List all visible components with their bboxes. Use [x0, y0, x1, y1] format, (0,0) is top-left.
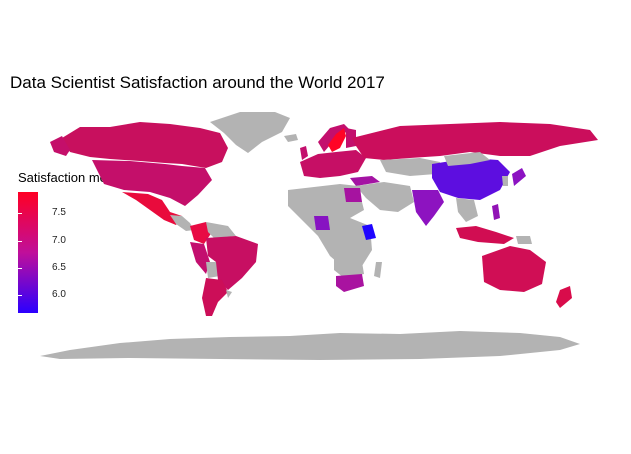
china [432, 158, 510, 200]
central-africa [300, 218, 372, 268]
alaska [50, 136, 70, 156]
antarctica [40, 331, 580, 360]
peru [190, 242, 210, 274]
new-zealand [556, 286, 572, 308]
legend-title: Satisfaction mean [18, 170, 122, 185]
iceland [284, 134, 298, 142]
southern-africa [334, 256, 364, 278]
greenland [210, 112, 290, 153]
europe [300, 150, 366, 178]
usa [92, 160, 212, 206]
uk [300, 146, 308, 160]
madagascar [374, 262, 382, 278]
kazakhstan [380, 158, 440, 176]
mongolia [444, 152, 490, 166]
nigeria [314, 216, 330, 230]
mexico [122, 192, 182, 225]
russia [352, 122, 598, 160]
uruguay [226, 290, 232, 298]
chart-title: Data Scientist Satisfaction around the W… [10, 73, 385, 92]
brazil [206, 236, 258, 290]
argentina [202, 278, 228, 316]
japan [512, 168, 526, 186]
korea [502, 176, 508, 186]
legend-tick-label: 6.0 [52, 289, 66, 300]
legend-tick-mark [18, 295, 22, 296]
legend: Satisfaction mean 7.5 7.0 6.5 6.0 [18, 170, 122, 313]
india [412, 190, 444, 226]
legend-tick-label: 6.5 [52, 262, 66, 273]
sweden [328, 128, 346, 152]
legend-tick-label: 7.5 [52, 207, 66, 218]
legend-tick-mark [18, 268, 22, 269]
indonesia [456, 226, 514, 244]
papua-new-guinea [516, 236, 532, 244]
egypt [344, 188, 362, 202]
southeast-asia [456, 198, 478, 222]
central-america [170, 215, 194, 231]
kenya [362, 224, 376, 240]
canada [62, 122, 228, 168]
philippines [492, 204, 500, 220]
south-africa [336, 274, 364, 292]
australia [482, 246, 546, 292]
legend-colorbar [18, 192, 38, 313]
legend-tick-label: 7.0 [52, 235, 66, 246]
legend-tick-mark [18, 213, 22, 214]
turkey [350, 176, 380, 186]
venezuela [206, 222, 236, 238]
legend-tick-mark [18, 241, 22, 242]
finland [346, 128, 356, 148]
middle-east [356, 182, 414, 212]
